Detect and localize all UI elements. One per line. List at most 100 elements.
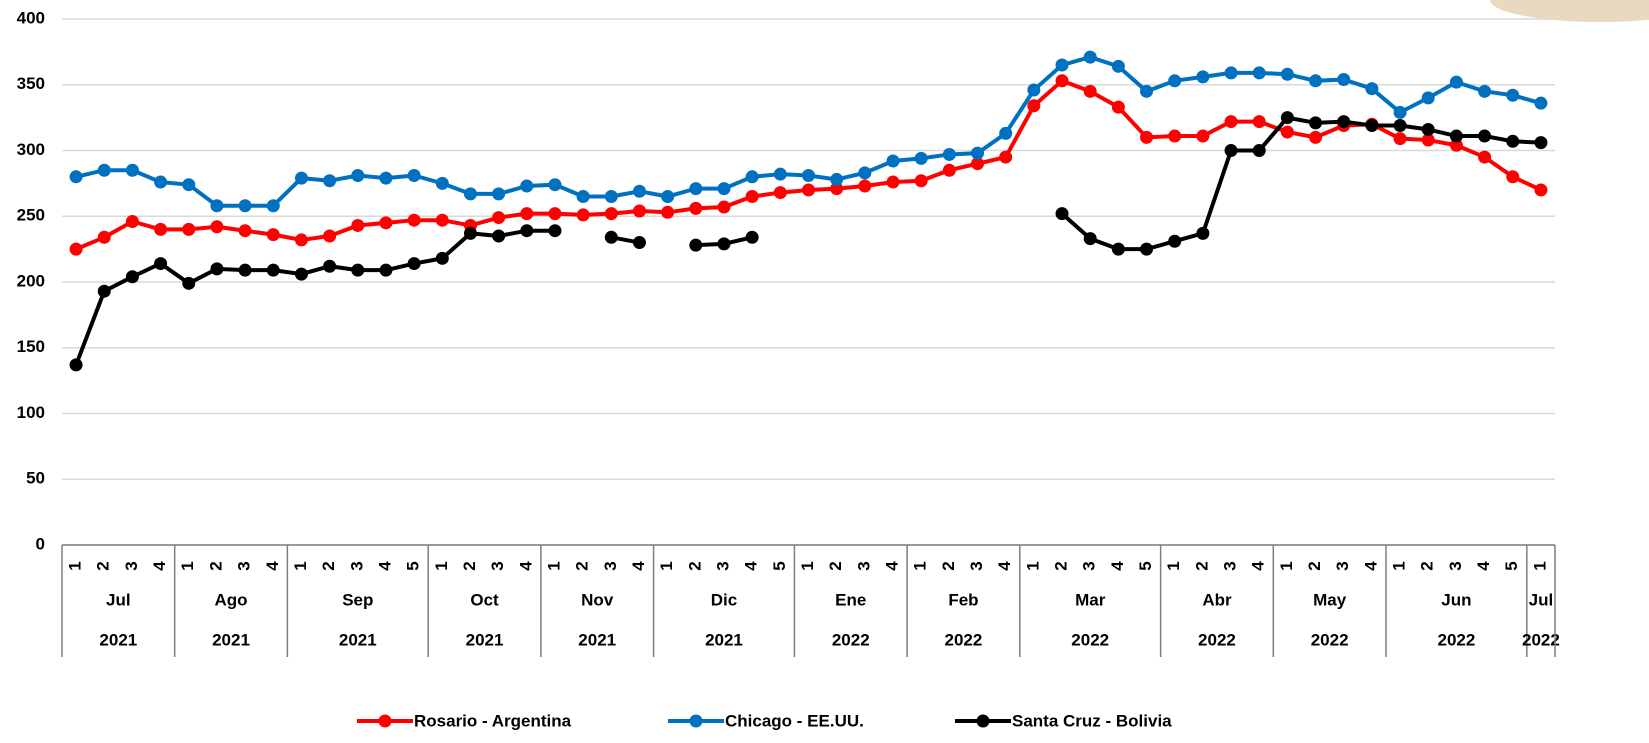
week-label: 4	[1361, 561, 1380, 571]
point	[294, 233, 308, 247]
point	[463, 226, 477, 240]
point	[294, 171, 308, 185]
point	[1337, 115, 1351, 129]
point	[830, 182, 844, 196]
month-label: Ago	[214, 590, 247, 609]
point	[1111, 100, 1125, 114]
point	[210, 220, 224, 234]
point	[520, 224, 534, 238]
point	[182, 178, 196, 192]
point	[1027, 99, 1041, 113]
corner-image	[1490, 0, 1649, 22]
week-label: 5	[770, 561, 789, 570]
point	[379, 171, 393, 185]
point	[238, 199, 252, 213]
point	[1252, 144, 1266, 157]
year-label: 2022	[1311, 630, 1349, 649]
y-tick-label: 400	[17, 8, 45, 27]
series-line	[1060, 115, 1542, 252]
point	[802, 168, 815, 182]
week-label: 3	[1221, 561, 1240, 570]
point	[1393, 105, 1407, 119]
week-label: 3	[122, 561, 141, 570]
point	[294, 267, 308, 281]
week-label: 5	[1136, 561, 1155, 570]
point	[1393, 132, 1407, 146]
point	[1449, 75, 1463, 89]
point	[1449, 138, 1463, 152]
week-label: 1	[178, 561, 197, 570]
point	[1280, 67, 1294, 81]
point	[1168, 74, 1182, 88]
year-label: 2022	[1437, 630, 1475, 649]
point	[1478, 129, 1492, 143]
point	[97, 284, 111, 298]
series	[69, 74, 1548, 256]
point	[1111, 59, 1125, 73]
week-label: 1	[911, 561, 930, 570]
point	[266, 228, 280, 242]
point	[1478, 150, 1492, 164]
month-label: May	[1313, 590, 1347, 609]
point	[407, 168, 421, 182]
point	[689, 182, 703, 196]
point	[154, 257, 168, 271]
point	[435, 251, 449, 265]
y-tick-label: 300	[17, 140, 45, 159]
point	[154, 222, 168, 236]
week-label: 2	[319, 561, 338, 570]
point	[661, 205, 675, 219]
point	[886, 154, 900, 168]
point	[492, 211, 506, 225]
week-label: 3	[1333, 561, 1352, 570]
point	[971, 157, 985, 171]
week-label: 3	[713, 561, 732, 570]
point	[463, 187, 477, 201]
point	[1309, 130, 1323, 144]
legend-marker	[976, 714, 990, 728]
week-label: 3	[488, 561, 507, 570]
point	[1111, 242, 1125, 256]
year-label: 2022	[945, 630, 983, 649]
week-label: 1	[657, 561, 676, 570]
y-tick-label: 150	[17, 337, 45, 356]
week-label: 3	[601, 561, 620, 570]
month-label: Abr	[1202, 590, 1232, 609]
point	[689, 238, 703, 252]
point	[717, 200, 731, 214]
point	[323, 229, 337, 243]
point	[717, 237, 731, 251]
legend-label: Rosario - Argentina	[414, 711, 572, 730]
point	[1140, 242, 1154, 256]
year-label: 2022	[1198, 630, 1236, 649]
week-label: 4	[1474, 561, 1493, 571]
point	[1196, 70, 1210, 84]
point	[942, 163, 956, 177]
week-label: 4	[516, 561, 535, 571]
week-label: 3	[347, 561, 366, 570]
point	[1280, 125, 1294, 139]
point	[1534, 183, 1548, 197]
series	[69, 111, 1548, 372]
y-tick-label: 100	[17, 403, 45, 422]
point	[858, 179, 872, 193]
point	[1421, 133, 1435, 147]
point	[351, 263, 365, 277]
point	[1224, 66, 1238, 80]
point	[1027, 83, 1041, 97]
point	[1534, 96, 1548, 110]
point	[238, 224, 252, 238]
point	[1168, 234, 1182, 248]
point	[435, 213, 449, 227]
week-label: 5	[404, 561, 423, 570]
month-label: Dic	[711, 590, 737, 609]
point	[1309, 116, 1323, 130]
year-label: 2021	[705, 630, 743, 649]
week-label: 3	[1446, 561, 1465, 570]
legend-marker	[378, 714, 392, 728]
week-label: 1	[1390, 561, 1409, 570]
point	[492, 187, 506, 201]
point	[210, 199, 224, 213]
week-label: 2	[1192, 561, 1211, 570]
